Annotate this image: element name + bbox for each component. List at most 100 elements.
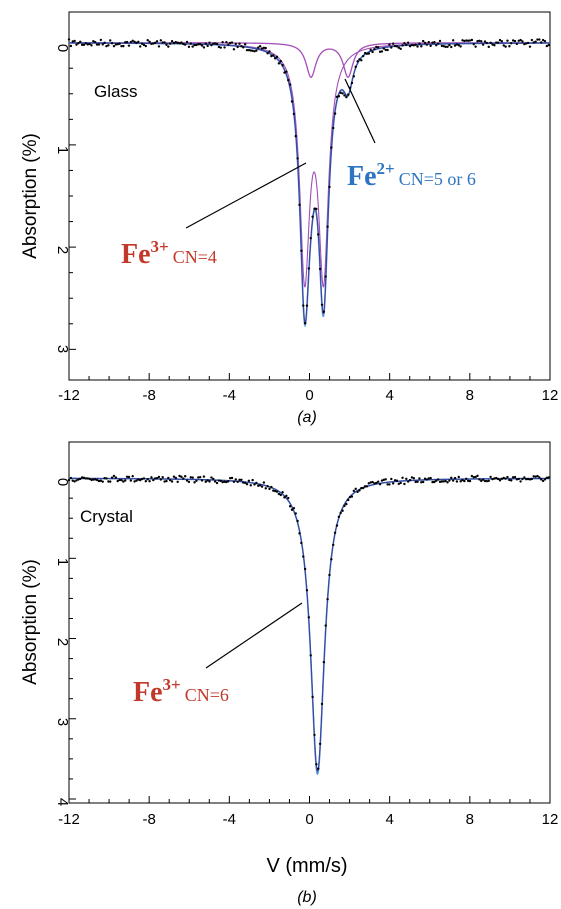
data-point xyxy=(395,479,399,482)
data-point xyxy=(251,478,254,482)
data-point xyxy=(296,157,299,160)
data-point xyxy=(367,482,371,485)
x-tick-label: 12 xyxy=(542,387,559,404)
data-point xyxy=(365,485,369,488)
data-point xyxy=(189,476,192,479)
data-point xyxy=(168,479,172,482)
data-point xyxy=(435,479,438,482)
data-point xyxy=(86,43,89,46)
data-point xyxy=(397,46,401,49)
data-point xyxy=(511,476,515,479)
data-point xyxy=(403,482,406,486)
data-point xyxy=(212,42,215,45)
data-point xyxy=(120,478,123,482)
data-point xyxy=(433,41,436,44)
data-point xyxy=(438,39,442,43)
data-point xyxy=(118,42,121,45)
axis-ticks-a xyxy=(68,42,551,380)
data-point xyxy=(268,50,271,53)
data-point xyxy=(238,42,241,45)
data-point xyxy=(513,39,517,43)
data-point xyxy=(125,475,129,478)
data-point xyxy=(444,479,447,483)
data-point xyxy=(193,43,196,47)
data-point xyxy=(146,39,149,42)
data-point xyxy=(337,95,341,98)
data-point xyxy=(305,304,309,307)
data-point xyxy=(167,476,170,480)
data-point xyxy=(182,42,185,46)
data-point xyxy=(287,79,290,82)
data-point xyxy=(242,481,245,484)
data-point xyxy=(408,478,412,482)
data-point xyxy=(198,475,202,479)
data-point xyxy=(429,476,432,480)
data-point xyxy=(371,480,374,484)
data-point xyxy=(495,476,498,480)
data-point xyxy=(358,58,361,61)
data-point xyxy=(333,112,337,115)
x-tick-label: -12 xyxy=(58,811,80,828)
data-point xyxy=(427,40,430,44)
data-point xyxy=(120,44,123,48)
data-point xyxy=(287,496,290,500)
data-point xyxy=(298,532,301,535)
data-point xyxy=(150,42,153,46)
data-point xyxy=(536,474,539,478)
data-point xyxy=(530,477,534,481)
data-point xyxy=(264,46,267,50)
data-point xyxy=(182,477,185,480)
data-point xyxy=(448,43,451,47)
data-point xyxy=(146,478,149,481)
data-point xyxy=(172,41,176,45)
data-point xyxy=(84,477,88,480)
data-point xyxy=(273,489,277,493)
data-point xyxy=(242,46,245,49)
data-point xyxy=(155,40,159,43)
data-point xyxy=(107,44,110,47)
data-point xyxy=(322,660,326,664)
data-point xyxy=(95,43,99,46)
data-point xyxy=(515,478,519,481)
data-point xyxy=(500,40,504,43)
data-point xyxy=(223,46,226,49)
data-point xyxy=(446,481,449,484)
data-point xyxy=(131,39,134,42)
data-point xyxy=(107,480,110,483)
data-point xyxy=(476,474,479,478)
data-point xyxy=(519,38,522,42)
data-point xyxy=(165,43,168,46)
data-point xyxy=(378,50,382,53)
data-point xyxy=(502,44,505,47)
y-tick-label: 0 xyxy=(54,478,71,486)
data-point xyxy=(272,489,275,492)
data-point xyxy=(382,478,386,482)
x-tick-label: 0 xyxy=(305,387,313,404)
data-point xyxy=(243,43,247,46)
data-point xyxy=(116,479,119,483)
data-point xyxy=(170,480,174,483)
data-point xyxy=(208,41,211,44)
data-point xyxy=(187,480,191,484)
data-point xyxy=(538,476,541,479)
data-point xyxy=(420,45,423,48)
data-point xyxy=(165,479,168,483)
data-point xyxy=(485,41,489,45)
data-point xyxy=(129,479,133,482)
data-point xyxy=(80,43,84,47)
data-point xyxy=(294,134,297,138)
data-point xyxy=(468,39,472,42)
y-tick-label: 2 xyxy=(54,638,71,646)
data-point xyxy=(547,43,550,47)
data-point xyxy=(73,480,76,483)
data-point xyxy=(444,45,447,49)
data-point xyxy=(95,478,99,482)
x-tick-label: 0 xyxy=(305,811,313,828)
data-point xyxy=(360,486,363,490)
data-point xyxy=(523,42,526,46)
data-point xyxy=(315,207,318,211)
total-fit-curve xyxy=(69,477,550,773)
data-point xyxy=(354,487,357,491)
data-point xyxy=(210,43,213,47)
data-point xyxy=(480,40,483,43)
